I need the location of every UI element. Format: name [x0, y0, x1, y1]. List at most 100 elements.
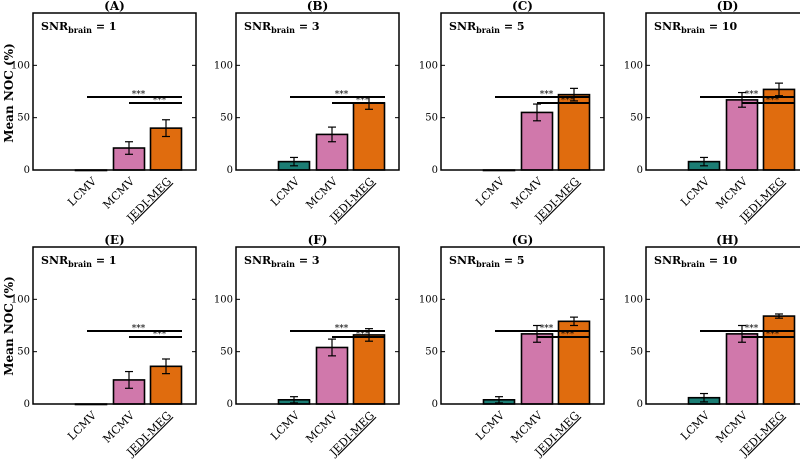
significance-stars: *** — [745, 90, 759, 100]
y-tick-label: 0 — [432, 399, 438, 410]
error-bar — [700, 392, 708, 403]
error-bar — [290, 156, 298, 167]
snr-prefix: SNR — [244, 254, 272, 267]
category-label: LCMV — [65, 408, 100, 443]
axes-frame — [32, 12, 197, 171]
y-tick-label: 0 — [637, 165, 643, 176]
category-label: MCMV — [508, 174, 545, 211]
snr-label: SNRbrain = 1 — [41, 20, 117, 35]
axes-frame — [645, 246, 800, 405]
snr-value: = 1 — [92, 20, 117, 33]
snr-subscript: brain — [476, 25, 500, 35]
y-tick-label: 50 — [17, 347, 30, 358]
y-tick-label: 0 — [227, 399, 233, 410]
y-tick-label: 100 — [419, 60, 438, 71]
panel-title: (F) — [308, 233, 328, 247]
significance-stars: *** — [335, 324, 349, 334]
y-tick-label: 50 — [425, 347, 438, 358]
snr-label: SNRbrain = 10 — [654, 20, 738, 35]
significance-stars: *** — [540, 324, 554, 334]
bar-jedi-meg — [557, 320, 591, 405]
significance-stars: *** — [766, 330, 780, 340]
category-label: LCMV — [473, 174, 508, 209]
category-label: LCMV — [268, 174, 303, 209]
snr-label: SNRbrain = 1 — [41, 254, 117, 269]
significance-stars: *** — [335, 90, 349, 100]
significance-stars: *** — [356, 96, 370, 106]
snr-subscript: brain — [681, 259, 705, 269]
snr-subscript: brain — [271, 25, 295, 35]
snr-prefix: SNR — [654, 20, 682, 33]
snr-value: = 1 — [92, 254, 117, 267]
snr-value: = 5 — [500, 254, 525, 267]
y-tick-label: 50 — [220, 347, 233, 358]
significance-stars: *** — [540, 90, 554, 100]
y-tick-label: 0 — [432, 165, 438, 176]
bar-jedi-meg — [557, 93, 591, 171]
error-bar — [570, 87, 578, 102]
y-tick-label: 50 — [17, 113, 30, 124]
panel-title: (G) — [512, 233, 534, 247]
panel-title: (C) — [512, 0, 533, 13]
snr-prefix: SNR — [244, 20, 272, 33]
panel-title: (H) — [716, 233, 739, 247]
y-tick-label: 50 — [425, 113, 438, 124]
panel-title: (E) — [104, 233, 125, 247]
axes-frame — [645, 12, 800, 171]
bar-mcmv — [520, 111, 554, 171]
snr-value: = 5 — [500, 20, 525, 33]
significance-stars: *** — [766, 96, 780, 106]
y-tick-label: 100 — [214, 294, 233, 305]
y-tick-label: 50 — [630, 347, 643, 358]
snr-label: SNRbrain = 10 — [654, 254, 738, 269]
y-tick-label: 0 — [24, 399, 30, 410]
snr-subscript: brain — [681, 25, 705, 35]
error-bar — [328, 338, 336, 357]
significance-stars: *** — [561, 330, 575, 340]
error-bar — [533, 103, 541, 122]
snr-value: = 10 — [705, 254, 738, 267]
error-bar — [570, 316, 578, 327]
y-tick-label: 100 — [214, 60, 233, 71]
snr-subscript: brain — [476, 259, 500, 269]
bar-mcmv — [725, 333, 759, 405]
significance-stars: *** — [132, 324, 146, 334]
error-bar — [775, 313, 783, 319]
error-bar — [125, 370, 133, 389]
significance-stars: *** — [153, 330, 167, 340]
error-bar — [775, 82, 783, 97]
axes-frame — [235, 246, 400, 405]
y-tick-label: 50 — [630, 113, 643, 124]
snr-prefix: SNR — [449, 20, 477, 33]
significance-stars: *** — [745, 324, 759, 334]
significance-stars: *** — [132, 90, 146, 100]
panel-title: (A) — [104, 0, 125, 13]
category-label: MCMV — [713, 408, 750, 445]
snr-value: = 3 — [295, 20, 320, 33]
snr-label: SNRbrain = 3 — [244, 20, 320, 35]
significance-stars: *** — [561, 96, 575, 106]
y-tick-label: 100 — [624, 294, 643, 305]
snr-prefix: SNR — [654, 254, 682, 267]
category-label: MCMV — [303, 174, 340, 211]
significance-stars: *** — [356, 330, 370, 340]
category-label: LCMV — [678, 174, 713, 209]
error-bar — [125, 141, 133, 155]
category-label: LCMV — [65, 174, 100, 209]
error-bar — [162, 358, 170, 375]
error-bar — [738, 324, 746, 343]
category-label: MCMV — [508, 408, 545, 445]
panel-title: (B) — [307, 0, 329, 13]
y-tick-label: 0 — [637, 399, 643, 410]
error-bar — [328, 126, 336, 143]
error-bar — [495, 396, 503, 404]
bar-mcmv — [520, 333, 554, 405]
axes-frame — [440, 246, 605, 405]
y-tick-label: 100 — [11, 294, 30, 305]
